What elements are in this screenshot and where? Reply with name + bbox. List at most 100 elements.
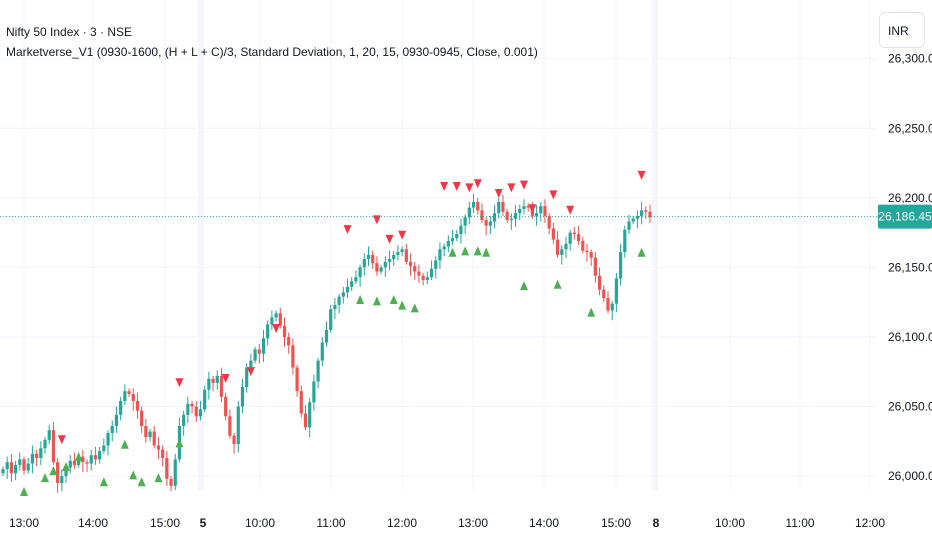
candle-body [644, 210, 648, 212]
sell-signal-marker [398, 230, 407, 240]
sell-signal-marker [519, 180, 528, 190]
candle-body [270, 317, 274, 325]
candle-body [618, 252, 623, 279]
candle-body [543, 206, 547, 216]
x-tick-label: 13:00 [458, 516, 488, 530]
candle-body [333, 304, 337, 310]
candle-body [648, 211, 652, 218]
y-tick-label: 26,000.00 [888, 469, 932, 483]
sell-signal-marker [175, 378, 184, 388]
sell-signal-marker [494, 189, 503, 198]
candle-body [64, 467, 68, 477]
candle-body [639, 210, 644, 216]
x-tick-label: 12:00 [387, 516, 417, 530]
candle-body [43, 439, 47, 449]
indicator-title[interactable]: Marketverse_V1 (0930-1600, (H + L + C)/3… [6, 45, 538, 59]
candle-body [572, 232, 576, 234]
candle-body [182, 414, 186, 426]
price-axis[interactable]: 26,300.00 26,250.00 26,200.00 26,150.00 26,1… [888, 52, 932, 483]
buy-signal-marker [519, 281, 528, 291]
buy-signal-marker [20, 487, 29, 497]
candle-body [400, 249, 404, 253]
candle-body [245, 367, 249, 388]
x-tick-label: 15:00 [601, 516, 631, 530]
y-tick-label: 26,050.00 [888, 400, 932, 414]
candle-body [215, 375, 219, 383]
buy-signal-marker [473, 246, 482, 256]
buy-signal-marker [129, 470, 138, 480]
candle-body [47, 430, 51, 440]
buy-signal-marker [74, 452, 83, 462]
candle-body [60, 476, 64, 484]
buy-signal-marker [637, 247, 646, 257]
current-price-label: 26,186.45 [878, 210, 932, 224]
buy-signal-marker [41, 473, 50, 483]
candle-body [102, 445, 106, 452]
candle-body [421, 275, 425, 280]
candle-body [35, 453, 39, 458]
buy-signal-marker [410, 303, 419, 313]
buy-signal-marker [175, 438, 184, 448]
candle-body [362, 259, 366, 268]
candle-body [278, 313, 282, 326]
sell-signal-marker [246, 367, 255, 377]
candle-body [106, 432, 110, 446]
candle-body [144, 426, 148, 438]
currency-button[interactable]: INR [879, 12, 925, 48]
candle-body [114, 414, 119, 426]
candle-body [429, 268, 434, 278]
candle-body [198, 409, 203, 417]
candle-body [396, 252, 400, 255]
candle-body [320, 342, 324, 361]
candle-body [425, 277, 429, 280]
candle-body [371, 254, 375, 264]
symbol-title[interactable]: Nifty 50 Index · 3 · NSE [6, 25, 133, 39]
candle-body [85, 462, 89, 464]
signal-markers [20, 170, 646, 497]
candle-body [488, 221, 492, 226]
candle-body [379, 267, 383, 272]
candle-body [308, 402, 312, 428]
candle-body [606, 298, 610, 311]
session-band [652, 0, 658, 490]
candle-body [585, 250, 589, 253]
candle-body [287, 336, 291, 346]
x-tick-label: 14:00 [78, 516, 108, 530]
time-axis[interactable]: 13:00 14:00 15:00 5 10:00 11:00 12:00 13:00 14:0… [9, 516, 885, 530]
buy-signal-marker [154, 473, 163, 483]
buy-signal-marker [99, 477, 108, 487]
sell-signal-marker [385, 234, 394, 244]
sell-signal-marker [528, 204, 537, 214]
candle-body [631, 218, 635, 222]
candle-body [341, 292, 345, 297]
candle-body [602, 289, 606, 298]
x-tick-label: 11:00 [316, 516, 345, 530]
candle-body [358, 267, 362, 278]
candle-body [329, 309, 333, 330]
candle-body [14, 464, 18, 474]
candle-body [627, 221, 631, 230]
sell-signal-marker [465, 183, 474, 193]
buy-signal-marker [587, 307, 596, 317]
sell-signal-marker [57, 435, 66, 445]
candle-body [98, 451, 102, 460]
candle-body [497, 202, 501, 214]
candle-body [564, 243, 568, 250]
y-tick-label: 26,100.00 [888, 330, 932, 344]
price-scale-background[interactable] [878, 0, 932, 550]
candle-body [442, 246, 446, 250]
candle-body [316, 360, 320, 382]
candle-body [387, 259, 392, 262]
x-tick-label: 5 [200, 516, 207, 530]
buy-signal-marker [49, 466, 58, 476]
candle-body [581, 240, 585, 251]
candle-body [257, 349, 261, 354]
buy-signal-marker [461, 246, 470, 256]
candle-body [522, 206, 526, 209]
chart-legend[interactable]: Nifty 50 Index · 3 · NSE Marketverse_V1 … [6, 22, 538, 62]
buy-signal-marker [356, 295, 365, 305]
sell-signal-marker [473, 179, 482, 189]
candle-body [152, 431, 156, 446]
candle-body [228, 416, 232, 436]
